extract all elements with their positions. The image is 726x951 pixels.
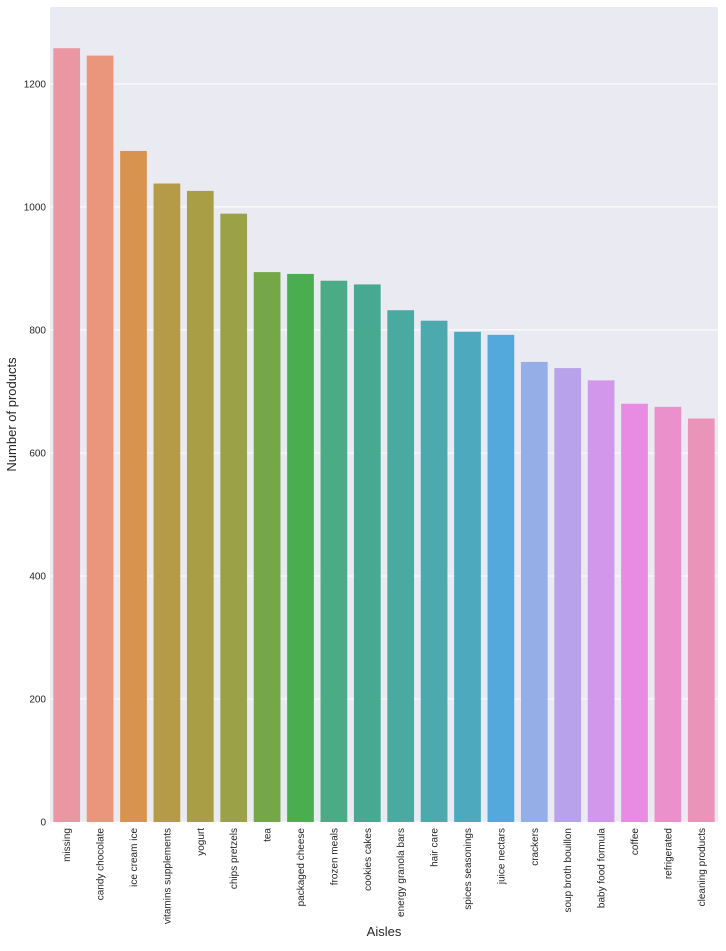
y-tick-label: 400	[29, 571, 46, 582]
y-tick-label: 200	[29, 694, 46, 705]
x-tick-label: refrigerated	[663, 828, 674, 879]
bars	[53, 48, 715, 823]
x-tick-label: packaged cheese	[296, 828, 307, 907]
bar	[687, 418, 715, 822]
y-tick-label: 1000	[24, 202, 47, 213]
x-axis-title: Aisles	[367, 924, 402, 939]
bar	[220, 213, 248, 822]
x-tick-label: chips pretzels	[229, 828, 240, 889]
bar	[353, 284, 381, 822]
bar	[120, 150, 147, 822]
bar	[86, 55, 114, 822]
x-tick-label: vitamins supplements	[162, 828, 173, 924]
x-tick-label: soup broth bouillon	[563, 828, 574, 913]
y-tick-label: 1200	[24, 79, 47, 90]
bar	[654, 406, 682, 822]
bar	[554, 368, 582, 822]
x-axis-ticks: missing candy chocolate ice cream ice vitam…	[62, 828, 708, 925]
bar	[621, 403, 648, 822]
bar	[387, 310, 415, 822]
bar	[253, 272, 281, 822]
y-axis-ticks: 0 200 400 600 800 1000 1200	[24, 79, 47, 828]
x-tick-label: energy granola bars	[396, 828, 407, 917]
x-tick-label: crackers	[530, 828, 541, 866]
x-tick-label: tea	[263, 828, 274, 842]
bar	[320, 280, 348, 822]
bar	[520, 361, 548, 822]
plot-background	[50, 7, 718, 822]
bar	[186, 190, 214, 822]
x-tick-label: hair care	[430, 828, 441, 867]
x-tick-label: baby food formula	[597, 828, 608, 908]
x-tick-label: candy chocolate	[96, 828, 107, 901]
bar	[487, 334, 515, 822]
x-tick-label: cookies cakes	[363, 828, 374, 891]
x-tick-label: spices seasonings	[463, 828, 474, 910]
y-tick-label: 0	[40, 818, 46, 829]
bar	[587, 380, 615, 822]
bar	[53, 48, 81, 823]
x-tick-label: yogurt	[196, 828, 207, 856]
x-tick-label: coffee	[630, 828, 641, 855]
x-tick-label: missing	[62, 828, 73, 862]
bar	[420, 320, 448, 822]
y-tick-label: 600	[29, 448, 46, 459]
bar	[153, 183, 181, 822]
y-axis-title: Number of products	[4, 357, 19, 472]
y-tick-label: 800	[29, 325, 46, 336]
x-tick-label: frozen meals	[329, 828, 340, 885]
x-tick-label: juice nectars	[496, 828, 507, 885]
x-tick-label: ice cream ice	[129, 828, 140, 887]
x-tick-label: cleaning products	[697, 828, 708, 906]
bar	[287, 273, 314, 823]
bar	[454, 331, 481, 822]
